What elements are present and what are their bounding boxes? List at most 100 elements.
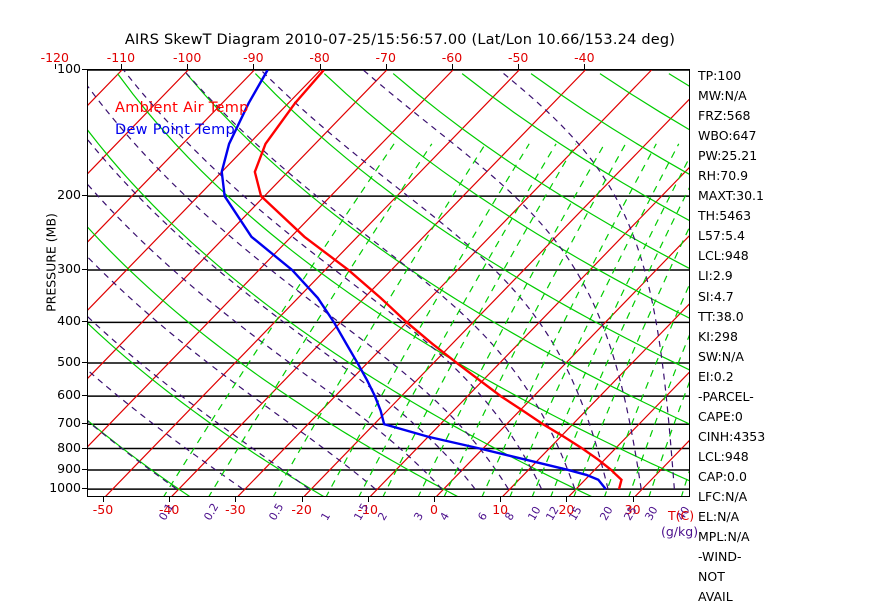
top-tick (253, 64, 255, 69)
skewt-diagram-page: AIRS SkewT Diagram 2010-07-25/15:56:57.0… (40, 32, 766, 604)
bottom-temp-label-30: 30 (624, 502, 641, 517)
bottom-temp-label--40: -40 (158, 502, 180, 517)
bottom-temp-label--20: -20 (291, 502, 312, 517)
isotherm--20 (303, 98, 689, 496)
moist-adiabat-30 (362, 70, 642, 490)
isotherm-0 (436, 235, 689, 496)
mixing-ratio-20 (604, 284, 689, 496)
pressure-tick (82, 468, 87, 470)
skewt-grid (88, 70, 689, 496)
mixing-ratio-0.1 (163, 143, 395, 496)
info-line-8: L57:5.4 (698, 228, 745, 244)
bottom-tick (434, 497, 435, 502)
mixing-ratio-0.5 (272, 143, 487, 496)
pressure-label-200: 200 (57, 187, 81, 203)
isotherm--40 (171, 70, 586, 496)
info-line-22: EL:N/A (698, 509, 740, 525)
moist-adiabat-0 (88, 183, 443, 490)
dry-adiabat--40 (88, 420, 190, 496)
mixing-ratio-15 (573, 226, 689, 496)
info-line-13: KI:298 (698, 328, 738, 344)
mixing-ratio-4 (443, 143, 627, 496)
info-line-1: MW:N/A (698, 88, 747, 104)
mixing-ratio-6 (481, 143, 657, 496)
top-tick (584, 64, 586, 69)
pressure-tick (82, 69, 87, 70)
pressure-label-1000: 1000 (49, 480, 81, 496)
pressure-tick (82, 195, 87, 197)
bottom-tick (566, 497, 568, 502)
top-temp-label--120: -120 (40, 50, 69, 65)
sounding-indices-panel: TP:100 MW:N/A FRZ:568 WBO:647 PW:25.21 RH:70.… (698, 66, 848, 607)
pressure-label-100: 100 (57, 61, 81, 76)
bottom-tick (103, 497, 104, 502)
moist-adiabat-35 (498, 70, 675, 490)
info-line-24: -WIND- (698, 549, 742, 565)
moist-adiabat--10 (88, 256, 376, 490)
plot-clip (88, 70, 689, 496)
top-temp-label--110: -110 (106, 50, 136, 65)
moist-adiabat-25 (260, 70, 609, 490)
info-line-0: TP:100 (698, 68, 742, 83)
legend-dew-point-temp: Dew Point Temp (115, 122, 236, 138)
pressure-tick (82, 488, 87, 490)
bottom-temp-label-20: 20 (558, 502, 575, 517)
top-temp-label--40: -40 (574, 50, 595, 65)
isotherm-10 (502, 303, 689, 496)
info-line-18: CINH:4353 (698, 428, 766, 444)
top-temp-label--100: -100 (172, 50, 202, 65)
pressure-tick (82, 423, 87, 425)
dry-adiabat--20 (88, 322, 324, 496)
isotherm-20 (568, 371, 689, 496)
mixing-ratio-25 (628, 334, 689, 496)
info-line-3: WBO:647 (698, 128, 757, 144)
bottom-tick (500, 497, 502, 502)
info-line-25: NOT (698, 569, 725, 585)
top-tick (385, 64, 387, 69)
top-tick (319, 64, 321, 69)
dry-adiabat-80 (254, 73, 689, 371)
info-line-26: AVAIL (698, 589, 733, 605)
bottom-tick (301, 497, 303, 502)
top-tick (187, 64, 189, 69)
top-tick (518, 64, 520, 69)
top-temp-label--50: -50 (507, 50, 529, 65)
dew-point-temp-trace (220, 70, 607, 490)
pressure-axis-title: PRESSURE (MB) (43, 213, 59, 312)
pressure-label-400: 400 (57, 313, 81, 329)
bottom-temp-label--30: -30 (225, 502, 246, 517)
mixing-ratio-0.2 (208, 143, 433, 496)
info-line-12: TT:38.0 (698, 308, 744, 324)
pressure-tick (82, 361, 87, 363)
info-line-14: SW:N/A (698, 348, 744, 364)
skewt-plot-area (87, 69, 690, 497)
info-line-16: -PARCEL- (698, 388, 754, 404)
mixing-ratio-8 (509, 143, 680, 496)
mixing-ratio-1.5 (358, 143, 557, 496)
bottom-tick (235, 497, 237, 502)
bottom-temp-label-10: 10 (492, 502, 509, 517)
top-temp-label--90: -90 (243, 50, 264, 65)
top-temp-label--70: -70 (375, 50, 396, 65)
info-line-15: EI:0.2 (698, 368, 734, 384)
dry-adiabat-120 (392, 73, 689, 269)
dry-adiabat-60 (185, 73, 689, 425)
isotherm--30 (237, 70, 652, 496)
pressure-tick (82, 447, 87, 449)
temp-unit-label: T(C) (668, 508, 695, 523)
dry-adiabat-40 (117, 73, 689, 482)
ambient-air-temp-trace (253, 70, 623, 490)
moist-adiabat-10 (88, 85, 509, 490)
mixing-ratio-30 (648, 381, 689, 496)
pressure-label-600: 600 (57, 387, 81, 403)
top-tick (120, 64, 122, 69)
info-line-21: LFC:N/A (698, 488, 748, 504)
moist-adiabat--30 (88, 369, 244, 490)
top-temp-label--80: -80 (309, 50, 330, 65)
pressure-label-900: 900 (57, 460, 81, 476)
isotherm--10 (369, 167, 689, 496)
mixing-ratio-2 (382, 143, 577, 496)
info-line-6: MAXT:30.1 (698, 188, 764, 204)
pressure-tick (82, 268, 87, 270)
pressure-label-300: 300 (57, 260, 81, 276)
